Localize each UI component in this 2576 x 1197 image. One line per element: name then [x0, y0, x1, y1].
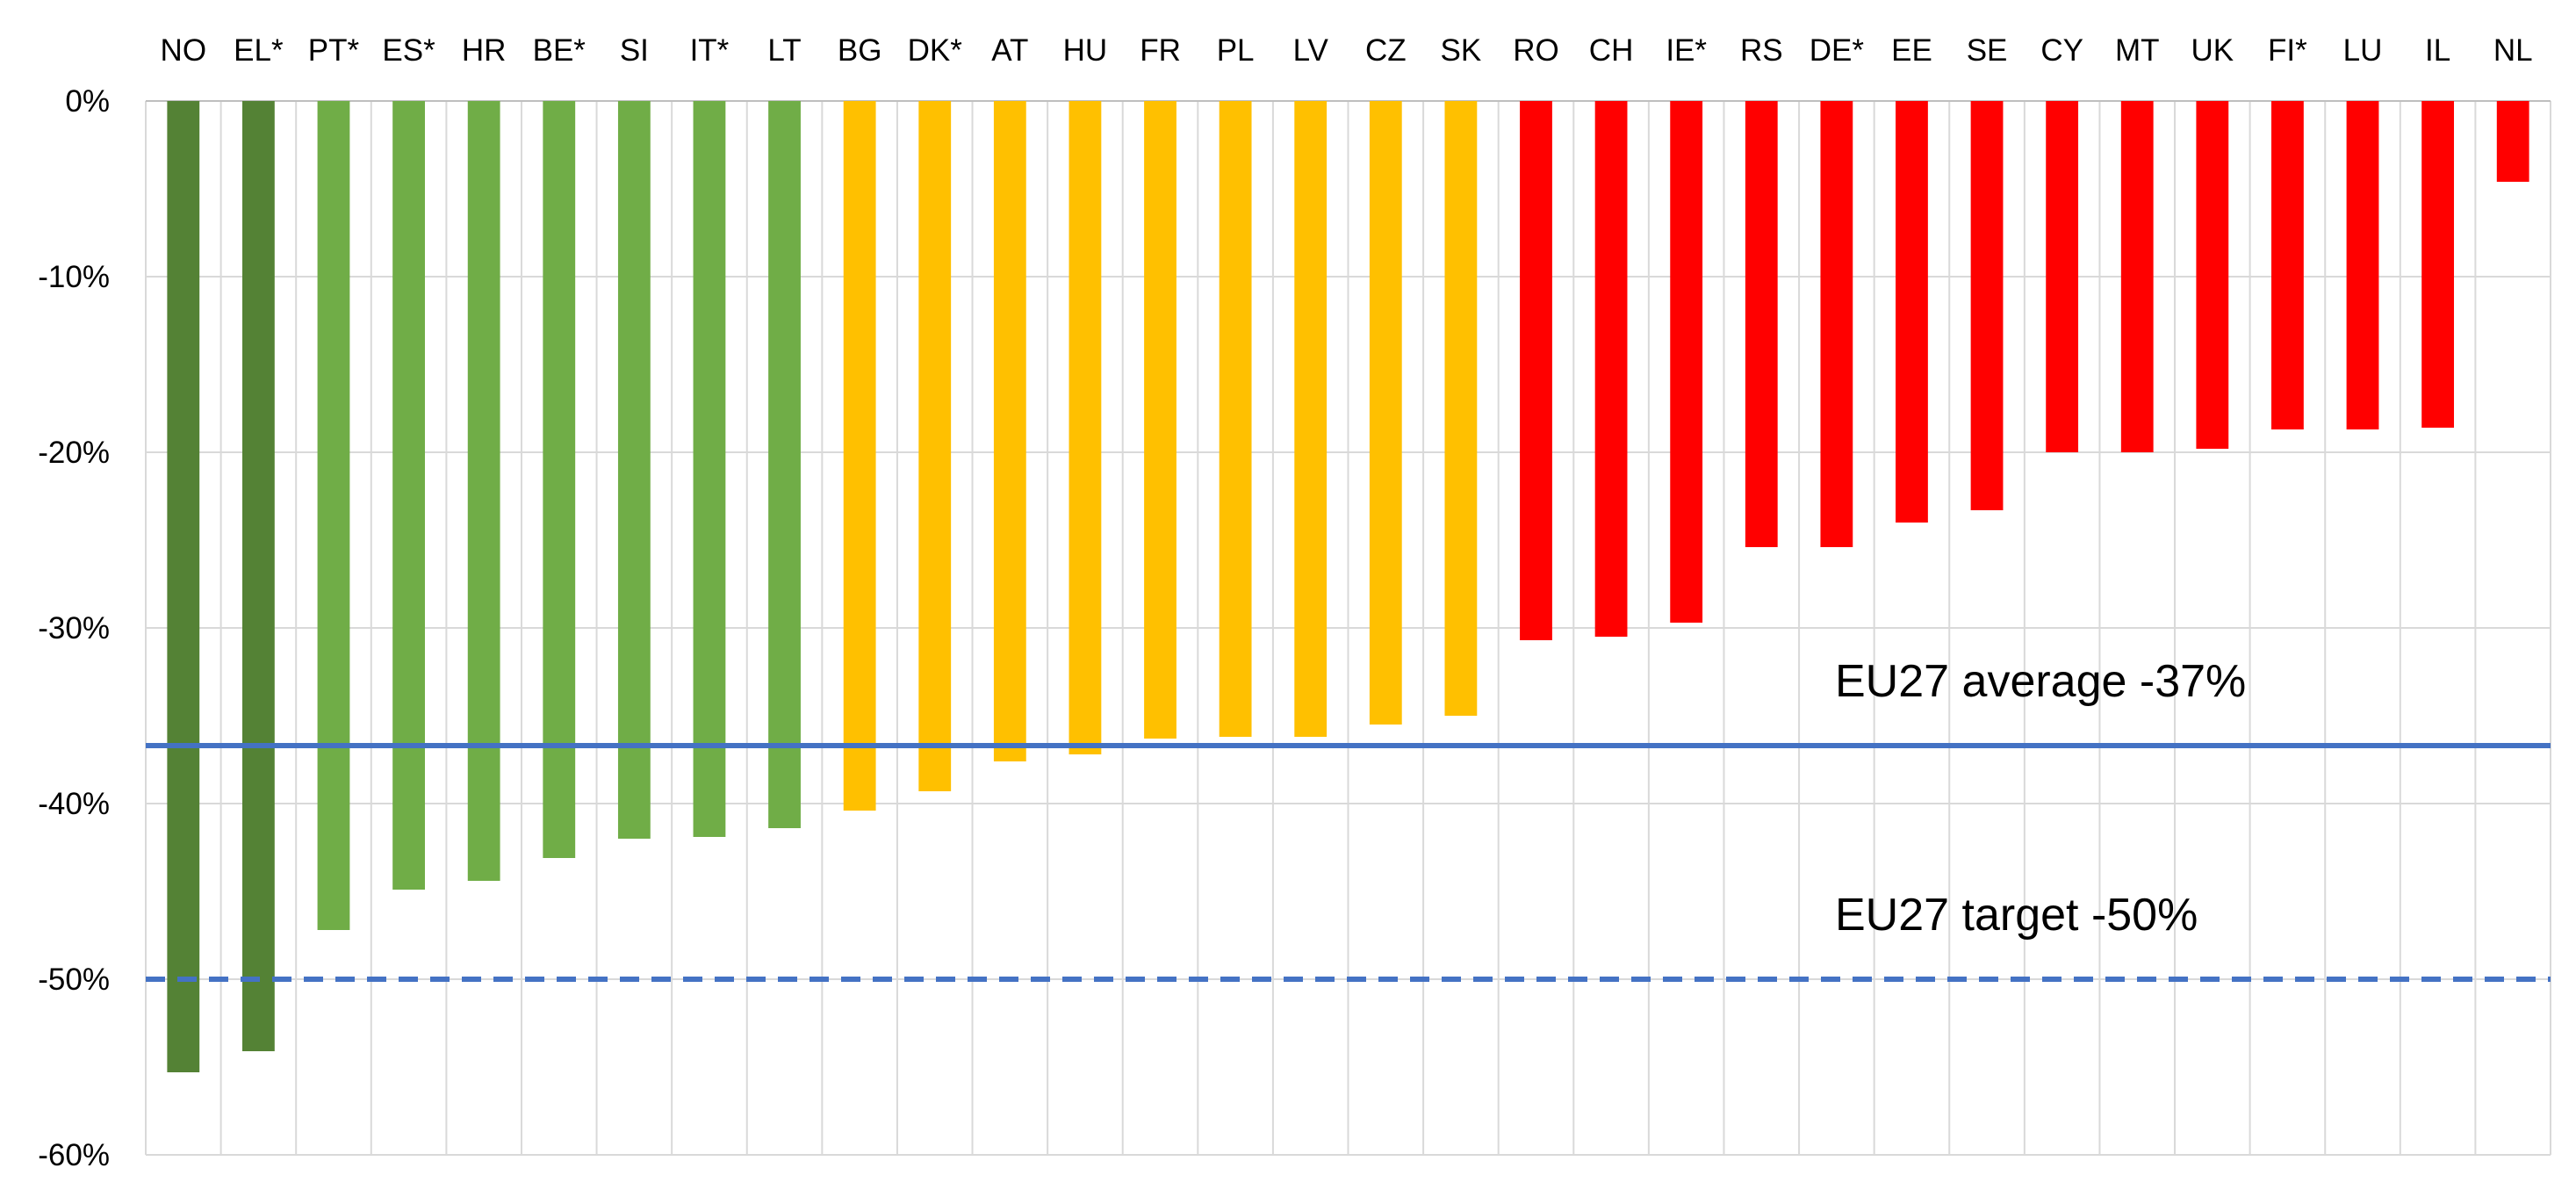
bar-se	[1970, 101, 2004, 510]
category-label: NO	[161, 33, 207, 68]
category-label: NL	[2493, 33, 2533, 68]
category-label: CH	[1589, 33, 1634, 68]
bar-lv	[1294, 101, 1328, 737]
category-label: LU	[2343, 33, 2383, 68]
bar-de	[1820, 101, 1853, 547]
bar-sk	[1444, 101, 1478, 716]
bar-mt	[2120, 101, 2154, 452]
bar-dk	[918, 101, 952, 791]
ref-line-label: EU27 average -37%	[1835, 656, 2246, 707]
y-axis-tick-labels: 0% -10% -20% -30% -40% -50% -60%	[38, 84, 110, 1172]
category-label: BG	[838, 33, 882, 68]
category-label: SK	[1441, 33, 1482, 68]
category-label: ES*	[382, 33, 435, 68]
category-label: HR	[462, 33, 507, 68]
bar-ro	[1520, 101, 1552, 640]
bar-lt	[768, 101, 801, 828]
category-label: MT	[2115, 33, 2160, 68]
bar-hu	[1069, 101, 1102, 754]
bar-fi	[2271, 101, 2304, 429]
reference-lines: EU27 average -37% EU27 target -50%	[146, 656, 2551, 982]
category-label: IL	[2425, 33, 2450, 68]
bar-ee	[1896, 101, 1928, 523]
bar-pt	[317, 101, 350, 930]
category-label: IT*	[690, 33, 730, 68]
category-label: RO	[1513, 33, 1559, 68]
category-label: SE	[1967, 33, 2008, 68]
bar-bg	[843, 101, 876, 811]
bars	[167, 101, 2529, 1072]
bar-il	[2421, 101, 2455, 428]
category-label: PT*	[308, 33, 360, 68]
gridlines	[145, 100, 2551, 1156]
category-label: HU	[1063, 33, 1108, 68]
bar-hr	[467, 101, 500, 881]
bar-it	[693, 101, 726, 837]
bar-cz	[1369, 101, 1402, 725]
category-label: EL*	[234, 33, 284, 68]
category-label: FR	[1140, 33, 1181, 68]
category-label: CY	[2040, 33, 2083, 68]
bar-uk	[2196, 101, 2229, 449]
category-label: CZ	[1365, 33, 1407, 68]
category-label: LV	[1293, 33, 1329, 68]
y-tick-label: -60%	[38, 1138, 110, 1172]
bar-ie	[1670, 101, 1703, 623]
category-label: EE	[1891, 33, 1932, 68]
bar-no	[167, 101, 200, 1072]
category-label: LT	[767, 33, 801, 68]
category-label: DK*	[908, 33, 963, 68]
bar-pl	[1219, 101, 1252, 737]
y-tick-label: -40%	[38, 787, 110, 821]
bar-nl	[2496, 101, 2529, 182]
bar-cy	[2046, 101, 2079, 452]
category-label: FI*	[2268, 33, 2307, 68]
y-tick-label: -30%	[38, 611, 110, 645]
category-label: AT	[991, 33, 1028, 68]
category-label: IE*	[1666, 33, 1707, 68]
category-label: RS	[1740, 33, 1783, 68]
bar-fr	[1144, 101, 1176, 739]
bar-es	[392, 101, 425, 890]
bar-be	[543, 101, 576, 858]
bar-si	[617, 101, 651, 839]
bar-ch	[1594, 101, 1628, 637]
y-tick-label: -10%	[38, 260, 110, 294]
category-label: BE*	[533, 33, 586, 68]
y-tick-label: 0%	[65, 84, 110, 119]
y-tick-label: -20%	[38, 436, 110, 470]
bar-el	[241, 101, 275, 1051]
y-tick-label: -50%	[38, 963, 110, 997]
category-label: UK	[2191, 33, 2234, 68]
bar-lu	[2346, 101, 2379, 429]
category-label: SI	[620, 33, 649, 68]
category-label: PL	[1217, 33, 1255, 68]
bar-rs	[1745, 101, 1778, 547]
category-label: DE*	[1810, 33, 1865, 68]
ref-line-label: EU27 target -50%	[1835, 890, 2198, 941]
bar-at	[993, 101, 1026, 761]
x-axis-category-labels: NO EL* PT* ES* HR BE* SI IT* LT BG DK* AT HU FR PL LV CZ…	[161, 33, 2533, 68]
